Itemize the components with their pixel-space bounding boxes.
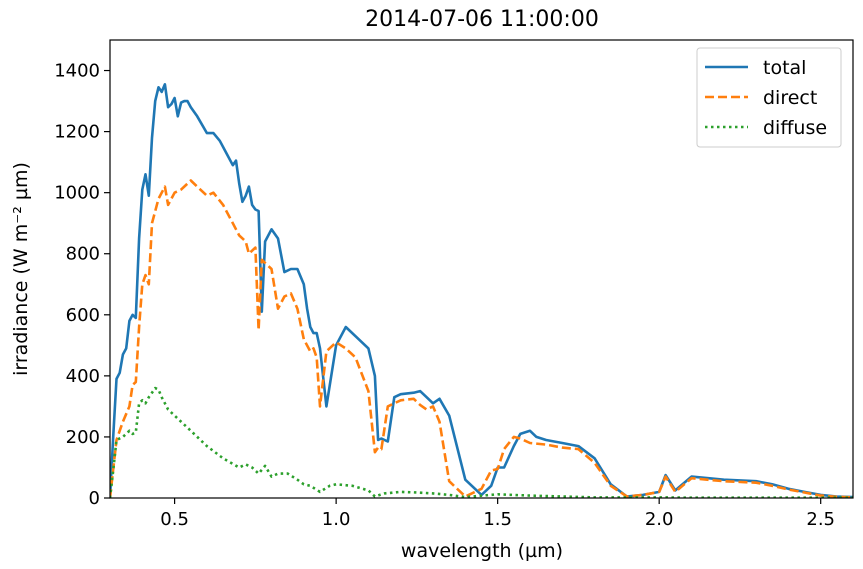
y-tick-label: 1000: [54, 183, 100, 204]
x-tick-label: 1.5: [483, 509, 512, 530]
series-line-diffuse: [110, 386, 853, 498]
chart-title: 2014-07-06 11:00:00: [365, 7, 599, 32]
plot-frame: [109, 39, 854, 499]
legend: total direct diffuse: [696, 47, 842, 148]
series-layer: [110, 83, 853, 498]
x-axis-label: wavelength (µm): [401, 540, 563, 562]
x-tick-label: 1.0: [322, 509, 351, 530]
legend-label-total: total: [763, 57, 806, 79]
series-line-total: [110, 83, 853, 498]
legend-box: [696, 47, 842, 148]
legend-label-direct: direct: [763, 87, 817, 109]
y-tick-label: 200: [66, 427, 100, 448]
series-line-direct: [110, 179, 853, 498]
x-tick-label: 0.5: [160, 509, 189, 530]
x-tick-label: 2.0: [645, 509, 674, 530]
y-axis-label: irradiance (W m⁻² µm): [10, 162, 32, 376]
y-tick-label: 800: [66, 244, 100, 265]
x-axis: 0.5 1.0 1.5 2.0 2.5: [160, 498, 835, 530]
y-tick-label: 1400: [54, 61, 100, 82]
y-tick-label: 1200: [54, 122, 100, 143]
y-tick-label: 0: [89, 488, 100, 509]
y-axis: 0 200 400 600 800 1000 1200 1400: [54, 61, 110, 509]
y-tick-label: 600: [66, 305, 100, 326]
x-tick-label: 2.5: [806, 509, 835, 530]
legend-label-diffuse: diffuse: [763, 117, 827, 139]
y-tick-label: 400: [66, 366, 100, 387]
